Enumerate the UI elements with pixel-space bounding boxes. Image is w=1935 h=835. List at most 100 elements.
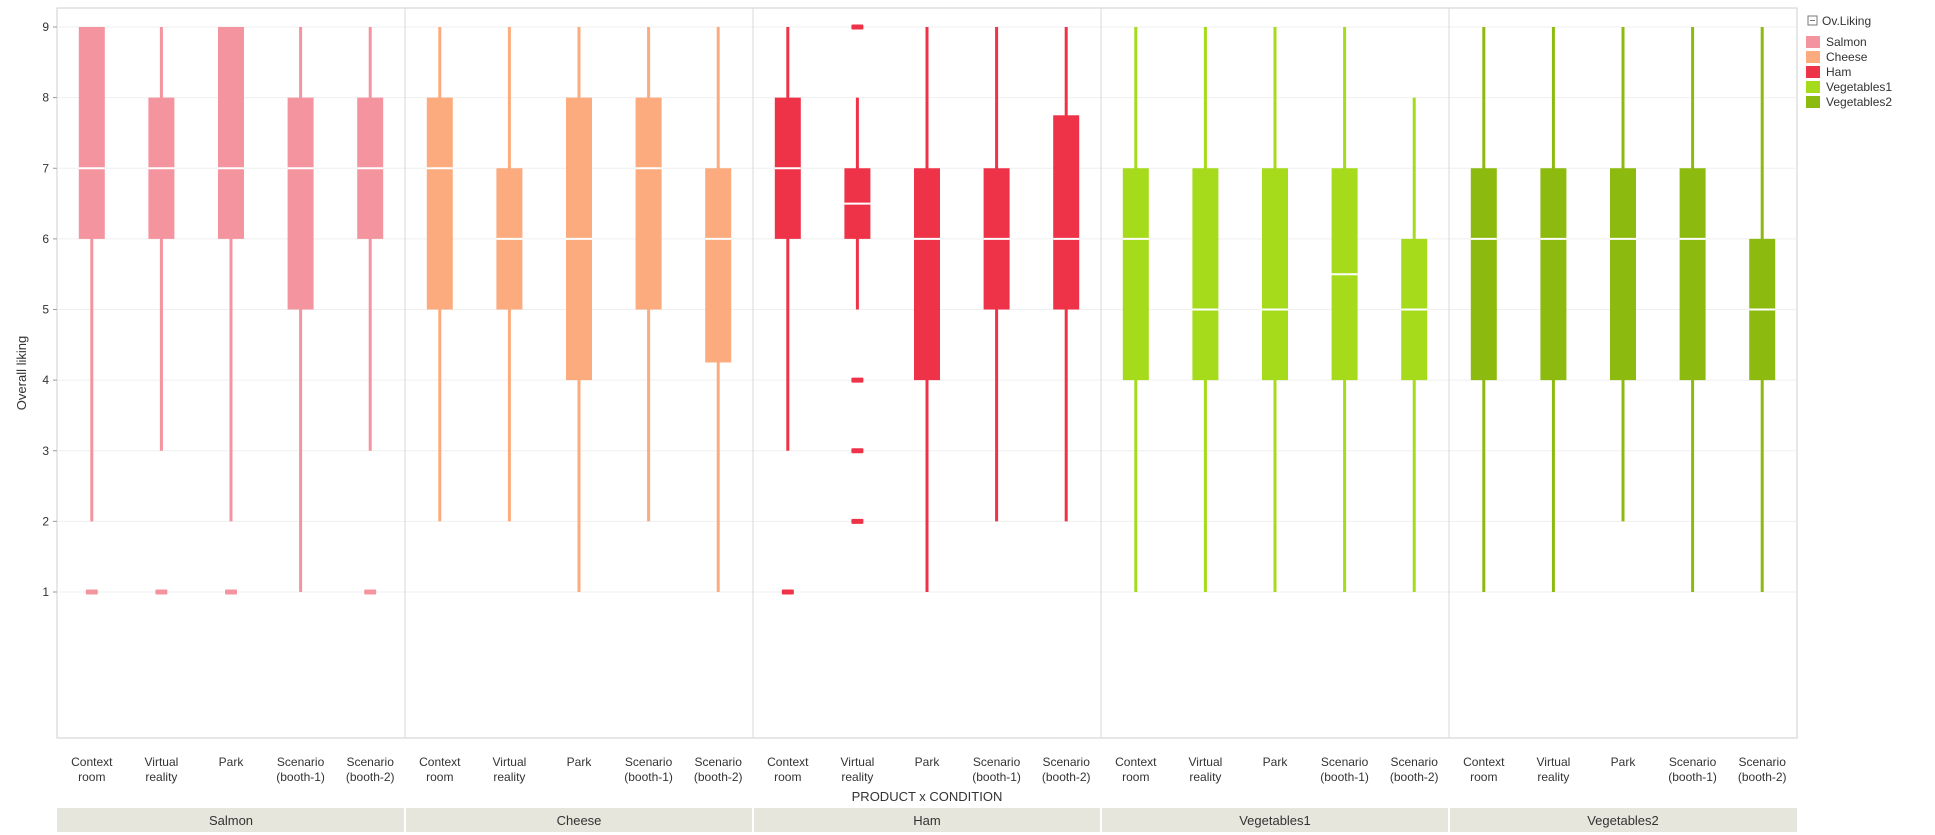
x-tick-label-ham-4-line2: (booth-1) bbox=[972, 770, 1021, 784]
x-tick-label-vegetables1-5-line1: Scenario bbox=[1391, 755, 1439, 769]
box-salmon-1 bbox=[78, 27, 105, 595]
x-tick-label-vegetables1-1-line2: room bbox=[1122, 770, 1149, 784]
x-tick-label-ham-3-line1: Park bbox=[915, 755, 941, 769]
legend-swatch-salmon bbox=[1806, 36, 1820, 48]
outlier-salmon-5-1 bbox=[364, 589, 377, 595]
legend-label-vegetables1: Vegetables1 bbox=[1826, 80, 1892, 94]
box-vegetables2-5 bbox=[1749, 27, 1776, 592]
x-tick-label-vegetables1-2-line2: reality bbox=[1189, 770, 1221, 784]
y-tick-label-6: 6 bbox=[42, 232, 49, 246]
legend-label-cheese: Cheese bbox=[1826, 50, 1868, 64]
box-vegetables2-4 bbox=[1679, 27, 1706, 592]
box-ham-2 bbox=[844, 24, 871, 524]
x-tick-label-salmon-2-line2: reality bbox=[145, 770, 177, 784]
x-tick-label-ham-2-line2: reality bbox=[841, 770, 873, 784]
box-vegetables2-1 bbox=[1470, 27, 1497, 592]
x-tick-label-vegetables2-4-line1: Scenario bbox=[1669, 755, 1717, 769]
box-ham-5 bbox=[1053, 27, 1080, 522]
box-body-ham-3 bbox=[914, 168, 940, 381]
x-tick-label-salmon-1-line2: room bbox=[78, 770, 105, 784]
group-label-salmon: Salmon bbox=[209, 813, 253, 828]
box-body-cheese-1 bbox=[426, 97, 453, 310]
x-tick-label-cheese-2-line1: Virtual bbox=[493, 755, 527, 769]
box-body-vegetables2-3 bbox=[1610, 168, 1636, 381]
box-body-salmon-3 bbox=[218, 27, 244, 239]
box-vegetables2-2 bbox=[1540, 27, 1567, 592]
y-tick-label-1: 1 bbox=[42, 585, 49, 599]
x-tick-label-vegetables2-5-line1: Scenario bbox=[1739, 755, 1787, 769]
outlier-ham-1-1 bbox=[781, 589, 794, 595]
outlier-salmon-3-1 bbox=[225, 589, 237, 595]
x-tick-label-salmon-5-line1: Scenario bbox=[347, 755, 395, 769]
x-tick-label-vegetables1-1-line1: Context bbox=[1115, 755, 1157, 769]
y-axis: 1 2 3 4 5 6 7 8 9 bbox=[42, 20, 57, 599]
box-vegetables1-1 bbox=[1122, 27, 1149, 592]
x-tick-label-vegetables2-4-line2: (booth-1) bbox=[1668, 770, 1717, 784]
legend-label-vegetables2: Vegetables2 bbox=[1826, 95, 1892, 109]
x-tick-label-ham-5-line1: Scenario bbox=[1043, 755, 1091, 769]
x-tick-label-ham-4-line1: Scenario bbox=[973, 755, 1021, 769]
y-axis-title: Overall liking bbox=[14, 336, 29, 410]
group-label-vegetables1: Vegetables1 bbox=[1239, 813, 1311, 828]
outlier-ham-2-4 bbox=[851, 518, 864, 524]
box-ham-4 bbox=[983, 27, 1010, 522]
box-body-cheese-5 bbox=[705, 168, 732, 363]
group-label-band: Salmon Cheese Ham Vegetables1 Vegetables2 bbox=[57, 808, 1797, 832]
box-cheese-3 bbox=[566, 27, 592, 592]
box-body-vegetables2-4 bbox=[1679, 168, 1706, 381]
x-tick-label-vegetables2-2-line2: reality bbox=[1537, 770, 1569, 784]
x-tick-label-vegetables1-4-line2: (booth-1) bbox=[1320, 770, 1369, 784]
legend-swatch-vegetables1 bbox=[1806, 81, 1820, 93]
box-ham-1 bbox=[774, 27, 801, 595]
box-vegetables1-4 bbox=[1331, 27, 1358, 592]
box-body-vegetables1-1 bbox=[1122, 168, 1149, 381]
box-body-ham-5 bbox=[1053, 115, 1080, 310]
y-tick-label-5: 5 bbox=[42, 303, 49, 317]
x-tick-label-vegetables2-5-line2: (booth-2) bbox=[1738, 770, 1787, 784]
box-vegetables2-3 bbox=[1610, 27, 1636, 522]
x-axis-title: PRODUCT x CONDITION bbox=[852, 789, 1003, 804]
x-tick-label-cheese-2-line2: reality bbox=[493, 770, 525, 784]
x-tick-label-cheese-1-line2: room bbox=[426, 770, 453, 784]
x-tick-label-ham-1-line2: room bbox=[774, 770, 801, 784]
box-body-vegetables2-1 bbox=[1470, 168, 1497, 381]
box-salmon-3 bbox=[218, 27, 244, 595]
x-tick-label-vegetables2-1-line1: Context bbox=[1463, 755, 1505, 769]
box-vegetables1-5 bbox=[1401, 97, 1428, 592]
x-tick-label-vegetables1-5-line2: (booth-2) bbox=[1390, 770, 1439, 784]
group-label-cheese: Cheese bbox=[557, 813, 602, 828]
x-tick-label-cheese-3-line1: Park bbox=[567, 755, 593, 769]
x-tick-label-cheese-5-line1: Scenario bbox=[695, 755, 743, 769]
y-tick-label-2: 2 bbox=[42, 514, 49, 528]
box-ham-3 bbox=[914, 27, 940, 592]
x-tick-label-cheese-4-line1: Scenario bbox=[625, 755, 673, 769]
outlier-ham-2-3 bbox=[851, 448, 864, 454]
legend-title-icon bbox=[1807, 15, 1818, 26]
box-cheese-5 bbox=[705, 27, 732, 592]
x-tick-label-cheese-4-line2: (booth-1) bbox=[624, 770, 673, 784]
x-tick-label-salmon-3-line1: Park bbox=[219, 755, 245, 769]
legend-swatch-vegetables2 bbox=[1806, 96, 1820, 108]
x-tick-label-salmon-1-line1: Context bbox=[71, 755, 113, 769]
box-body-salmon-1 bbox=[78, 27, 105, 239]
box-cheese-1 bbox=[426, 27, 453, 522]
box-cheese-2 bbox=[496, 27, 523, 522]
x-tick-label-vegetables1-3-line1: Park bbox=[1263, 755, 1289, 769]
y-tick-label-9: 9 bbox=[42, 20, 49, 34]
outlier-salmon-2-1 bbox=[155, 589, 168, 595]
x-tick-label-vegetables2-2-line1: Virtual bbox=[1537, 755, 1571, 769]
group-label-vegetables2: Vegetables2 bbox=[1587, 813, 1659, 828]
outlier-ham-2-2 bbox=[851, 377, 864, 383]
box-salmon-2 bbox=[148, 27, 175, 595]
box-body-vegetables1-3 bbox=[1262, 168, 1288, 381]
box-vegetables1-2 bbox=[1192, 27, 1219, 592]
x-tick-label-vegetables1-2-line1: Virtual bbox=[1189, 755, 1223, 769]
group-band-bg bbox=[57, 808, 1797, 832]
y-tick-label-4: 4 bbox=[42, 373, 49, 387]
group-label-ham: Ham bbox=[913, 813, 940, 828]
legend: Ov.Liking SalmonCheeseHamVegetables1Vege… bbox=[1806, 14, 1892, 109]
x-tick-label-cheese-5-line2: (booth-2) bbox=[694, 770, 743, 784]
outlier-salmon-1-1 bbox=[85, 589, 98, 595]
legend-label-ham: Ham bbox=[1826, 65, 1851, 79]
